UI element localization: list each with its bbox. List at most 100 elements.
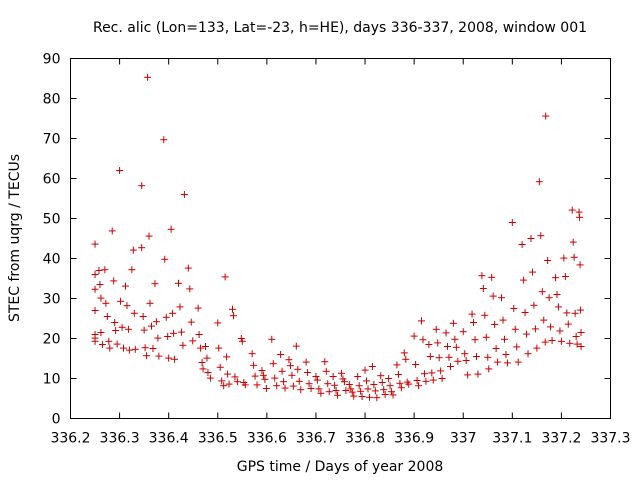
data-point	[577, 306, 585, 314]
data-point	[554, 303, 562, 311]
data-point	[261, 375, 269, 383]
data-point	[170, 329, 178, 337]
y-axis-label: STEC from uqrg / TECUs	[7, 154, 23, 322]
data-point	[218, 377, 226, 385]
data-point	[464, 371, 472, 379]
data-point	[371, 387, 379, 395]
data-point	[459, 328, 467, 336]
data-point	[138, 182, 146, 190]
data-point	[289, 382, 297, 390]
data-point	[97, 329, 105, 336]
data-point	[386, 382, 394, 390]
y-tick-label: 80	[43, 92, 61, 108]
data-point	[143, 352, 151, 360]
data-point	[91, 337, 99, 345]
data-point	[563, 309, 571, 317]
data-point	[492, 345, 500, 352]
data-point	[231, 373, 239, 381]
data-point	[485, 365, 493, 373]
y-tick-label: 70	[43, 132, 61, 148]
data-point	[479, 285, 487, 292]
data-point	[225, 380, 233, 388]
data-point	[377, 372, 385, 380]
data-point	[412, 361, 420, 368]
data-point	[312, 373, 320, 380]
data-point	[149, 345, 157, 352]
data-point	[337, 369, 345, 377]
data-point	[538, 288, 546, 296]
data-point	[342, 387, 350, 394]
data-point	[223, 353, 231, 361]
data-point	[271, 374, 279, 382]
data-point	[499, 316, 507, 324]
data-point	[569, 238, 577, 246]
data-point	[470, 319, 478, 326]
data-point	[155, 352, 163, 360]
data-point	[527, 235, 535, 242]
data-point	[189, 337, 197, 345]
data-point	[215, 344, 223, 352]
data-point	[120, 344, 128, 352]
data-point	[129, 246, 137, 254]
data-point	[577, 343, 585, 350]
data-point	[160, 136, 168, 144]
data-point	[358, 393, 366, 400]
data-point	[198, 359, 206, 366]
data-point	[347, 385, 355, 393]
data-point	[269, 360, 277, 368]
data-point	[197, 344, 205, 352]
data-point	[259, 371, 267, 379]
data-point	[560, 254, 568, 262]
x-tick-label: 336.9	[394, 431, 434, 447]
data-point	[442, 329, 450, 337]
y-tick-label: 60	[43, 172, 61, 188]
data-point	[402, 355, 410, 363]
data-point	[169, 309, 177, 317]
data-point	[144, 73, 152, 81]
data-point	[345, 381, 353, 388]
data-point	[281, 384, 289, 392]
data-point	[355, 382, 363, 390]
data-point	[297, 386, 305, 394]
data-point	[380, 386, 388, 394]
data-point	[110, 277, 118, 285]
data-point	[571, 309, 579, 317]
data-point	[194, 304, 202, 312]
data-point	[313, 376, 321, 384]
data-point	[542, 112, 550, 120]
data-point	[95, 267, 103, 274]
data-point	[444, 343, 452, 350]
data-point	[98, 341, 106, 348]
data-point	[491, 321, 499, 328]
data-point	[449, 319, 457, 327]
data-point	[294, 365, 302, 373]
data-point	[148, 322, 155, 330]
data-point	[561, 273, 569, 280]
data-point	[187, 318, 195, 326]
data-point	[544, 257, 552, 264]
data-point	[165, 354, 173, 362]
data-point	[422, 377, 430, 385]
data-point	[502, 351, 510, 358]
data-point	[393, 361, 401, 369]
data-point	[111, 319, 119, 326]
data-point	[432, 325, 440, 333]
x-tick-label: 336.2	[50, 431, 90, 447]
data-point	[508, 219, 516, 226]
data-point	[91, 271, 99, 278]
data-point	[315, 385, 323, 393]
data-point	[564, 320, 572, 328]
data-point	[419, 336, 427, 344]
data-point	[331, 381, 339, 389]
data-point	[317, 389, 325, 397]
data-point	[577, 329, 585, 336]
data-point	[204, 369, 212, 376]
data-point	[302, 358, 310, 366]
data-point	[105, 337, 113, 345]
data-point	[286, 362, 294, 370]
data-point	[233, 378, 241, 386]
data-point	[405, 380, 413, 388]
data-point	[101, 266, 109, 274]
data-point	[552, 274, 560, 282]
